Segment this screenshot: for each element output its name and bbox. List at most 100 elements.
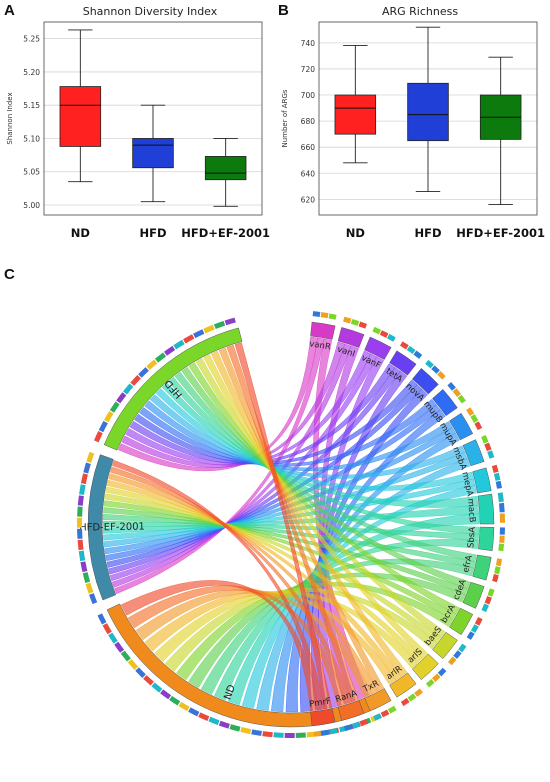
outer-track-segment (492, 574, 499, 583)
gene-arc (472, 467, 492, 494)
group-arc (87, 454, 117, 601)
outer-track-segment (183, 334, 195, 344)
outer-track-segment (104, 411, 114, 423)
outer-track-segment (379, 330, 389, 338)
outer-track-segment (484, 442, 492, 452)
gene-arc (449, 412, 474, 441)
outer-track-segment (173, 339, 185, 350)
outer-track-segment (77, 506, 83, 517)
gene-arc (477, 493, 495, 525)
outer-track-segment (120, 650, 131, 662)
outer-track-segment (373, 713, 382, 721)
outer-track-segment (466, 407, 475, 416)
outer-track-segment (481, 435, 489, 444)
outer-track-segment (203, 324, 215, 334)
gene-label: PmrF (309, 696, 332, 709)
outer-track-segment (312, 311, 321, 317)
ribbon-layer (102, 336, 480, 713)
outer-track-segment (359, 719, 368, 727)
shannon-boxplot: 5.00 5.05 5.10 5.15 5.20 5.25 Shannon Index ND H… (6, 21, 270, 240)
outer-track-segment (372, 326, 382, 335)
outer-track-segment (79, 484, 86, 495)
outer-track-segment (437, 667, 447, 677)
arg-x-category-label: HFD+EF-2001 (456, 226, 545, 240)
chord-ribbon (200, 558, 474, 695)
chord-ribbon (218, 347, 385, 692)
outer-track-segment (321, 729, 330, 736)
gene-label: SbsA (466, 526, 478, 548)
outer-track-segment (380, 709, 390, 718)
outer-track-segment (151, 682, 163, 693)
outer-track-segment (328, 313, 337, 320)
chord-ribbon (188, 362, 460, 615)
outer-track-segment (407, 693, 417, 702)
chord-ribbon (210, 350, 408, 677)
outer-track-segment (146, 359, 158, 370)
gene-arc (432, 631, 458, 660)
outer-track-segment (474, 421, 483, 431)
shannon-box-nd (59, 86, 102, 147)
outer-track-segment (83, 462, 91, 474)
gene-arc (364, 336, 392, 360)
outer-track-segment (495, 480, 502, 489)
outer-track-segment (400, 697, 410, 707)
outer-track-segment (116, 392, 127, 404)
chord-ribbon (125, 350, 372, 466)
gene-arc (389, 350, 417, 376)
outer-track-segment (130, 375, 141, 386)
outer-track-segment (470, 414, 479, 423)
outer-track-segment (114, 641, 125, 653)
shannon-y-axis-label: Shannon Index (6, 92, 14, 144)
outer-track-segment (135, 667, 146, 678)
outer-track-segment (495, 558, 503, 567)
gene-label: vanR (309, 339, 332, 352)
outer-track-segment (498, 543, 505, 552)
shannon-x-category-label: ND (71, 226, 90, 240)
panel-a-title: Shannon Diversity Index (82, 5, 218, 18)
arg-ytick-label: 720 (301, 65, 316, 74)
arg-box-hfd (407, 82, 449, 142)
outer-track-segment (474, 617, 483, 626)
gene-arc (310, 321, 336, 340)
outer-track-segment (414, 688, 423, 697)
chord-ribbon (168, 376, 480, 535)
outer-track-segment (77, 495, 84, 506)
outer-track-segment (77, 539, 84, 551)
chord-ribbon (174, 371, 477, 563)
outer-track-segment (262, 731, 273, 738)
gene-arc (337, 327, 365, 348)
chord-ribbon (139, 398, 437, 467)
chord-ribbon (135, 589, 372, 698)
chord-ribbon (114, 337, 325, 595)
outer-track-segment (86, 451, 95, 463)
outer-track-segment (387, 705, 397, 714)
outer-track-segment (351, 721, 361, 729)
outer-track-segment (499, 527, 505, 535)
outer-track-segment (98, 420, 108, 433)
outer-track-segment (425, 678, 435, 688)
outer-track-segment (313, 730, 322, 737)
outer-track-segment (452, 388, 461, 398)
outer-track-segment (491, 464, 499, 474)
gene-arc (411, 653, 439, 681)
outer-track-segment (193, 329, 205, 339)
outer-track-segment (487, 588, 495, 597)
outer-track-segment (329, 727, 338, 735)
chord-ribbon (203, 354, 428, 659)
chord-ribbon (102, 513, 476, 569)
arg-box-nd (334, 94, 377, 135)
outer-track-segment (344, 724, 353, 731)
chord-ribbon (121, 341, 346, 468)
outer-track-segment (466, 631, 475, 640)
arg-x-category-label: HFD (414, 226, 441, 240)
gene-arc (472, 554, 492, 581)
outer-track-segment (494, 566, 501, 575)
outer-track-segment (80, 473, 88, 485)
outer-track-segment (80, 561, 88, 573)
outer-track-segment (127, 659, 139, 670)
outer-track-segment (284, 732, 295, 738)
shannon-ytick-label: 5.20 (23, 68, 40, 77)
chord-ribbon (110, 466, 353, 705)
outer-track-segment (77, 528, 83, 539)
